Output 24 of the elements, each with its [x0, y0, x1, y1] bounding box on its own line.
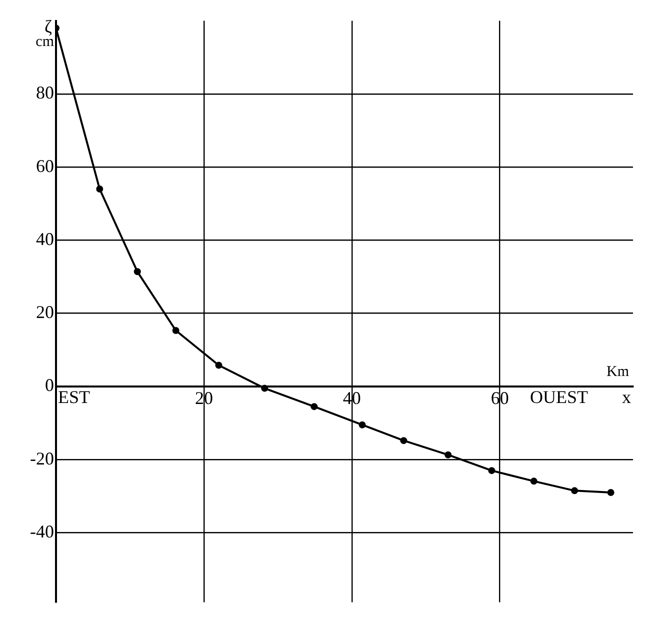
point	[607, 489, 614, 496]
point	[488, 467, 496, 474]
x-axis-title: Km x	[606, 364, 631, 408]
y-tick-label: 40	[36, 228, 54, 249]
y-tick-label: -20	[30, 448, 54, 468]
point	[96, 186, 104, 193]
point	[530, 478, 538, 485]
y-tick-label: 80	[36, 82, 54, 103]
y-tick-label: -40	[30, 521, 54, 542]
point	[444, 451, 452, 458]
point	[134, 268, 141, 276]
point	[310, 403, 318, 410]
annotation: OUEST	[530, 387, 588, 408]
point	[571, 487, 578, 494]
y-tick-label: 60	[36, 156, 54, 176]
point	[400, 437, 408, 444]
point	[215, 362, 222, 369]
point	[172, 327, 180, 334]
y-axis-title: ζ cm	[36, 16, 54, 50]
point	[261, 384, 268, 392]
point	[358, 421, 366, 428]
y-tick-label: 0	[44, 375, 54, 396]
y-tick-label: 20	[36, 302, 54, 322]
annotation: EST	[58, 387, 90, 408]
